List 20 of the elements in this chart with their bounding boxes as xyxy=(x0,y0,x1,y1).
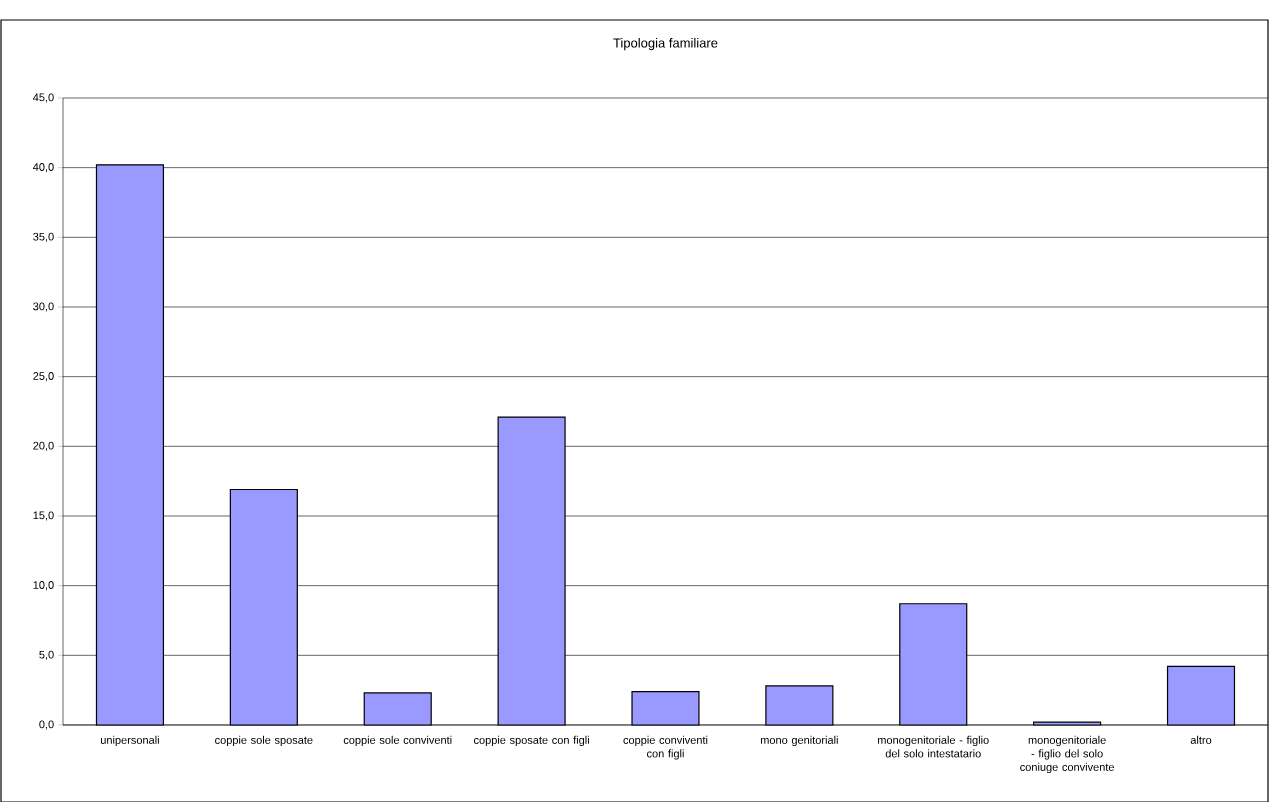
x-tick-label: coppie sole conviventi xyxy=(343,735,452,747)
x-tick-label: altro xyxy=(1190,735,1212,744)
y-tick-label: 5,0 xyxy=(39,650,54,660)
x-tick-label: monogenitoriale - figlio del solo intestatario xyxy=(878,735,989,758)
chart-title: Tipologia familiare xyxy=(613,38,718,51)
y-tick-label: 0,0 xyxy=(39,720,54,730)
x-tick-label: unipersonali xyxy=(101,735,159,747)
y-tick-label: 45,0 xyxy=(32,93,54,103)
y-tick-label: 30,0 xyxy=(33,302,54,312)
x-tick-label: coppie sole sposate xyxy=(215,735,313,747)
x-tick-label: monogenitoriale - figlio del solo coniuge convivente xyxy=(1020,735,1115,774)
y-tick-label: 10,0 xyxy=(33,581,54,591)
y-tick-label: 20,0 xyxy=(33,441,54,451)
y-tick-label: 15,0 xyxy=(33,511,54,521)
y-tick-label: 25,0 xyxy=(33,372,54,382)
x-tick-label: coppie sposate con figli xyxy=(473,735,589,747)
y-tick-label: 35,0 xyxy=(33,232,54,242)
x-tick-label: coppie conviventi con figli xyxy=(623,735,708,760)
x-tick-label: mono genitoriali xyxy=(760,735,838,747)
y-tick-label: 40,0 xyxy=(32,163,54,173)
